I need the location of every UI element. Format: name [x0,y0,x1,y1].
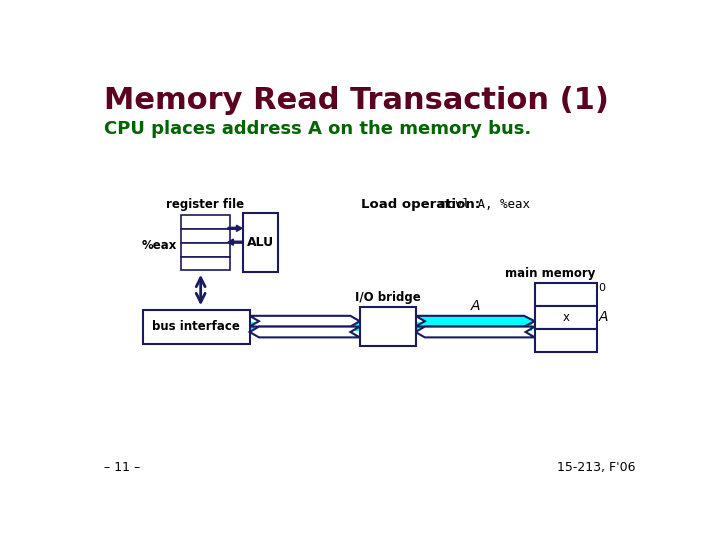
Bar [181,215,230,229]
Text: movl A, %eax: movl A, %eax [441,198,531,211]
Text: x: x [562,311,570,324]
Bar [181,229,230,242]
Polygon shape [250,316,360,327]
Bar [181,256,230,271]
Bar [243,213,277,272]
Bar [250,322,532,331]
Text: – 11 –: – 11 – [104,462,140,475]
Text: main memory: main memory [505,267,595,280]
Text: A: A [598,310,608,325]
Text: 0: 0 [598,284,606,293]
Text: CPU places address A on the memory bus.: CPU places address A on the memory bus. [104,120,531,138]
Text: A: A [470,299,480,313]
Text: 15-213, F'06: 15-213, F'06 [557,462,636,475]
Polygon shape [415,327,535,338]
Bar [535,283,597,306]
FancyArrow shape [228,239,242,245]
Text: ALU: ALU [247,236,274,249]
Text: Load operation:: Load operation: [361,198,485,211]
Text: register file: register file [166,198,245,211]
Bar [143,309,250,343]
Bar [181,242,230,256]
Bar [535,329,597,352]
Bar [535,306,597,329]
Text: Memory Read Transaction (1): Memory Read Transaction (1) [104,86,609,116]
Polygon shape [415,316,535,327]
Text: I/O bridge: I/O bridge [355,291,420,303]
Polygon shape [250,327,360,338]
FancyArrow shape [228,225,242,232]
Text: bus interface: bus interface [152,320,240,333]
Bar [360,307,415,346]
Text: %eax: %eax [141,239,177,252]
